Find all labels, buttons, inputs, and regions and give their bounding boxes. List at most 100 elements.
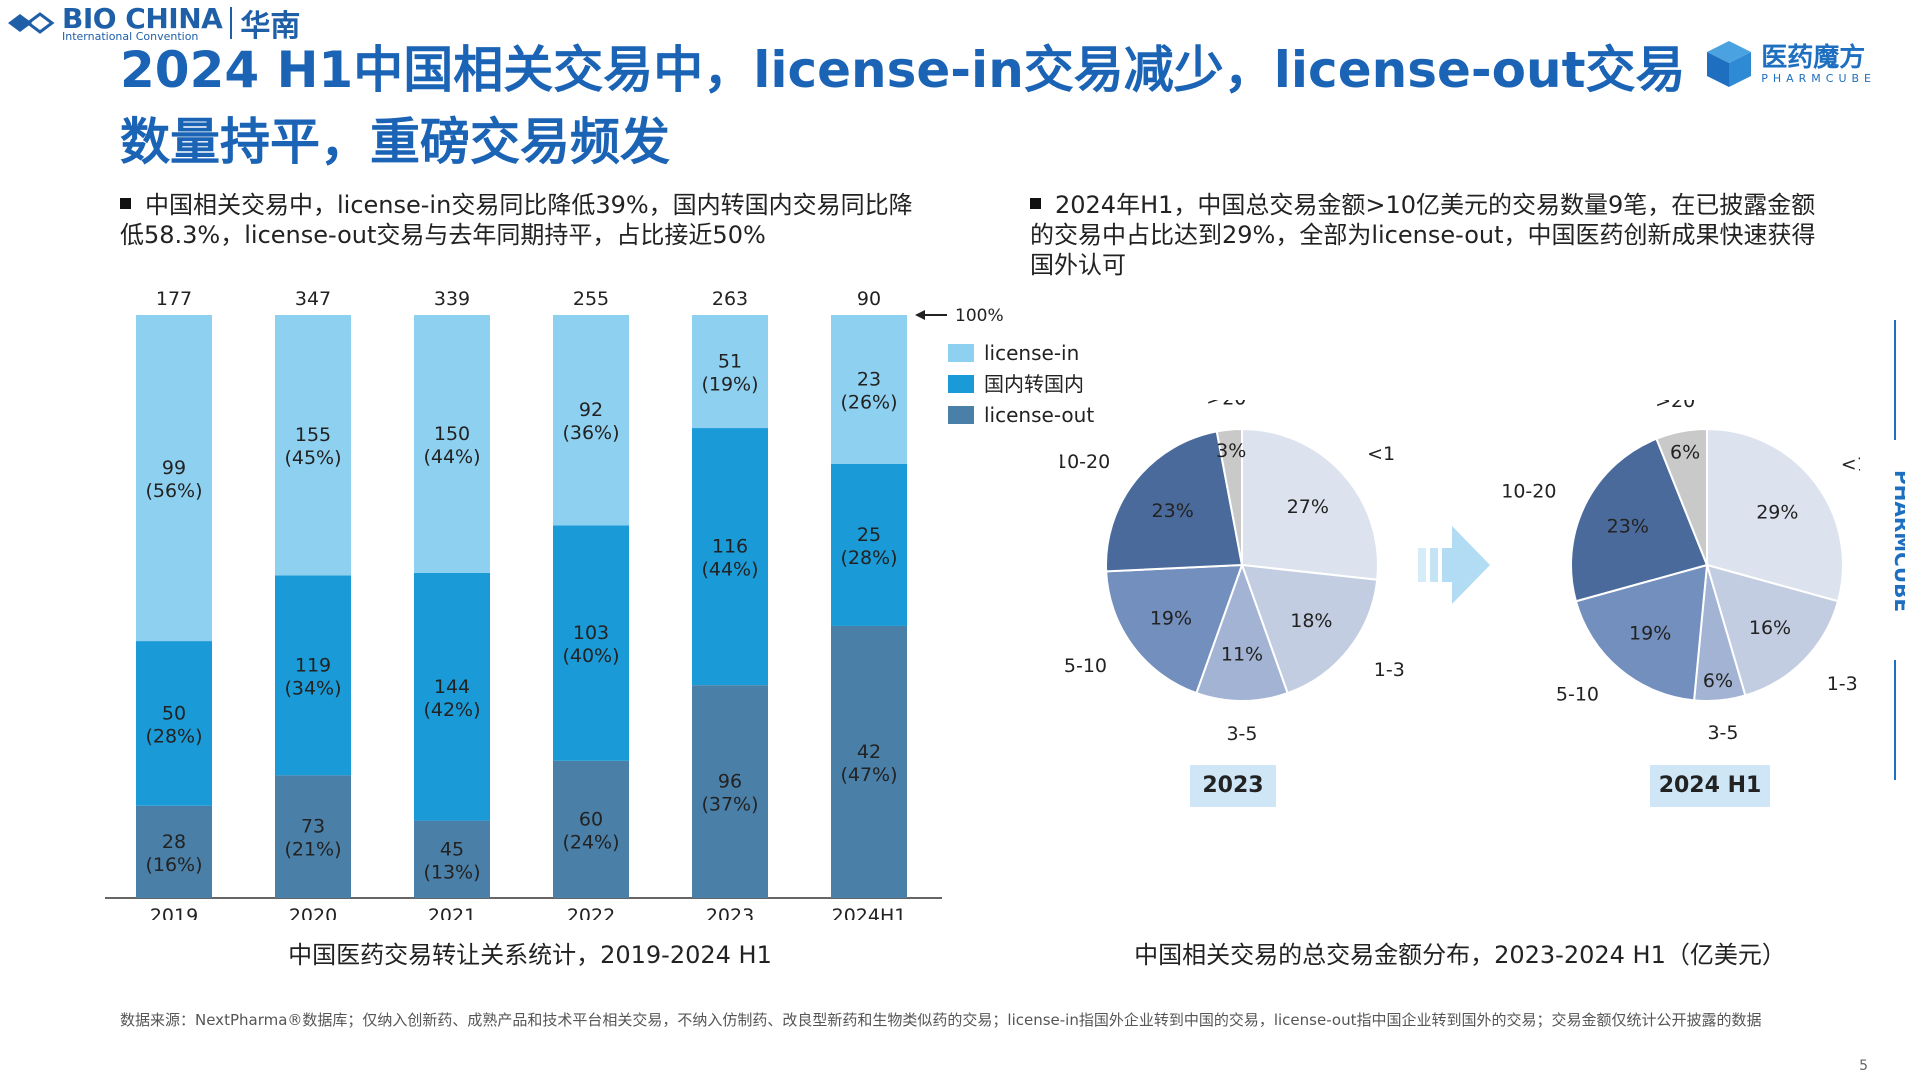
bar-pct-label: (19%) [701, 374, 758, 396]
bar-value-label: 51 [718, 351, 742, 373]
pharmcube-logo: 医药魔方 PHARMCUBE [1703, 38, 1876, 90]
bar-pct-label: (44%) [423, 446, 480, 468]
bar-value-label: 103 [573, 622, 609, 644]
x-tick-label: 2023 [706, 905, 754, 920]
pie-category-label: 1-3 [1827, 673, 1858, 695]
pie-category-label: 10-20 [1501, 480, 1556, 502]
bullet-square-icon [120, 198, 131, 209]
bar-value-label: 96 [718, 771, 742, 793]
bio-china-mark-icon [8, 12, 55, 34]
bar-value-label: 28 [162, 831, 186, 853]
x-tick-label: 2019 [150, 905, 198, 920]
bar-segment-2023-1 [692, 428, 768, 686]
pie-slice-<1 [1241, 427, 1379, 581]
bar-pct-label: (24%) [562, 831, 619, 853]
pie-slice-1-3 [1705, 563, 1840, 697]
pie-category-label: 10-20 [1060, 451, 1110, 473]
bar-pct-label: (21%) [284, 839, 341, 861]
bar-pct-label: (45%) [284, 447, 341, 469]
bar-value-label: 119 [295, 654, 331, 676]
bar-value-label: 25 [857, 524, 881, 546]
pie-category-label: 5-10 [1064, 655, 1107, 677]
x-tick-label: 2020 [289, 905, 337, 920]
bar-pct-label: (28%) [840, 547, 897, 569]
pie-pct-label: 23% [1152, 500, 1194, 522]
bar-segment-2022-1 [553, 525, 629, 761]
bullet-left: 中国相关交易中，license-in交易同比降低39%，国内转国内交易同比降低5… [120, 190, 920, 250]
pie-category-label: 5-10 [1556, 684, 1599, 706]
pie-slice->20 [1655, 427, 1708, 566]
bar-value-label: 116 [712, 536, 748, 558]
arrow-left-icon [915, 310, 925, 320]
bar-pct-label: (36%) [562, 422, 619, 444]
page-title: 2024 H1中国相关交易中，license-in交易减少，license-ou… [120, 41, 1686, 171]
pie-pct-label: 18% [1290, 610, 1332, 632]
bar-segment-2021-2 [414, 315, 490, 573]
bar-segment-2024H1-2 [831, 315, 907, 464]
bar-total-label: 90 [857, 288, 881, 310]
bar-value-label: 42 [857, 741, 881, 763]
bar-value-label: 155 [295, 424, 331, 446]
pie-slice-10-20 [1570, 437, 1709, 603]
cube-icon [1707, 41, 1752, 87]
bar-segment-2020-1 [275, 575, 351, 776]
bar-segment-2021-0 [414, 820, 490, 898]
bar-segment-2024H1-0 [831, 625, 907, 898]
brand-subtitle: International Convention [62, 29, 199, 43]
bullet-right-text: 2024年H1，中国总交易金额>10亿美元的交易数量9笔，在已披露金额的交易中占… [1030, 191, 1816, 279]
bar-value-label: 60 [579, 808, 603, 830]
side-brand-strip: PHARMCUBE [1890, 320, 1905, 780]
brand-region: 华南 [240, 9, 301, 44]
pie-pct-label: 11% [1221, 643, 1263, 665]
pie-slice-1-3 [1240, 563, 1379, 695]
bar-segment-2020-2 [275, 315, 351, 576]
legend-swatch [948, 344, 974, 362]
pie-pct-label: 19% [1629, 623, 1671, 645]
hundred-pct-label: 100% [955, 306, 1004, 326]
source-note: 数据来源：NextPharma®数据库；仅纳入创新药、成熟产品和技术平台相关交易… [120, 1011, 1762, 1029]
bar-pct-label: (42%) [423, 699, 480, 721]
pie-slice-5-10 [1105, 563, 1244, 695]
pie-slice-3-5 [1195, 562, 1289, 702]
bar-segment-2021-1 [414, 572, 490, 821]
bar-value-label: 45 [440, 838, 464, 860]
brand-name: BIO CHINA [62, 1, 223, 35]
bar-pct-label: (13%) [423, 861, 480, 883]
pie-slice->20 [1215, 427, 1243, 566]
bar-value-label: 99 [162, 457, 186, 479]
pie-slice-5-10 [1574, 563, 1709, 702]
pie-pct-label: 3% [1216, 440, 1246, 462]
bar-segment-2023-2 [692, 315, 768, 429]
pie-pct-label: 23% [1607, 516, 1649, 538]
bar-pct-label: (47%) [840, 764, 897, 786]
pie-pct-label: 6% [1703, 670, 1733, 692]
bullet-square-icon [1030, 198, 1041, 209]
bullet-left-text: 中国相关交易中，license-in交易同比降低39%，国内转国内交易同比降低5… [120, 191, 913, 249]
bar-chart-caption: 中国医药交易转让关系统计，2019-2024 H1 [288, 941, 772, 969]
bar-segment-2022-2 [553, 315, 629, 526]
bar-value-label: 92 [579, 399, 603, 421]
pie-slice-<1 [1706, 427, 1844, 603]
bullet-right: 2024年H1，中国总交易金额>10亿美元的交易数量9笔，在已披露金额的交易中占… [1030, 190, 1820, 280]
bar-pct-label: (16%) [145, 854, 202, 876]
x-tick-label: 2024H1 [832, 905, 907, 920]
stacked-bar-chart: 28(16%)50(28%)99(56%)177201973(21%)119(3… [105, 288, 1094, 920]
pie-category-label: 3-5 [1707, 722, 1738, 744]
pie-pct-label: 27% [1287, 496, 1329, 518]
bar-value-label: 50 [162, 702, 186, 724]
pie-category-label: <1 [1841, 453, 1860, 475]
legend-swatch [948, 375, 974, 393]
pie-chart-caption: 中国相关交易的总交易金额分布，2023-2024 H1（亿美元） [1134, 941, 1786, 969]
pie-pct-label: 16% [1749, 617, 1791, 639]
legend-label: license-in [984, 341, 1079, 365]
bar-value-label: 144 [434, 676, 470, 698]
pie-slice-10-20 [1105, 430, 1244, 573]
bar-segment-2023-0 [692, 685, 768, 898]
pie-category-label: 3-5 [1226, 723, 1257, 745]
bar-pct-label: (40%) [562, 645, 619, 667]
pie-category-label: >20 [1655, 400, 1695, 412]
bar-total-label: 177 [156, 288, 192, 310]
bar-pct-label: (56%) [145, 480, 202, 502]
bar-segment-2022-0 [553, 760, 629, 898]
bar-pct-label: (34%) [284, 677, 341, 699]
